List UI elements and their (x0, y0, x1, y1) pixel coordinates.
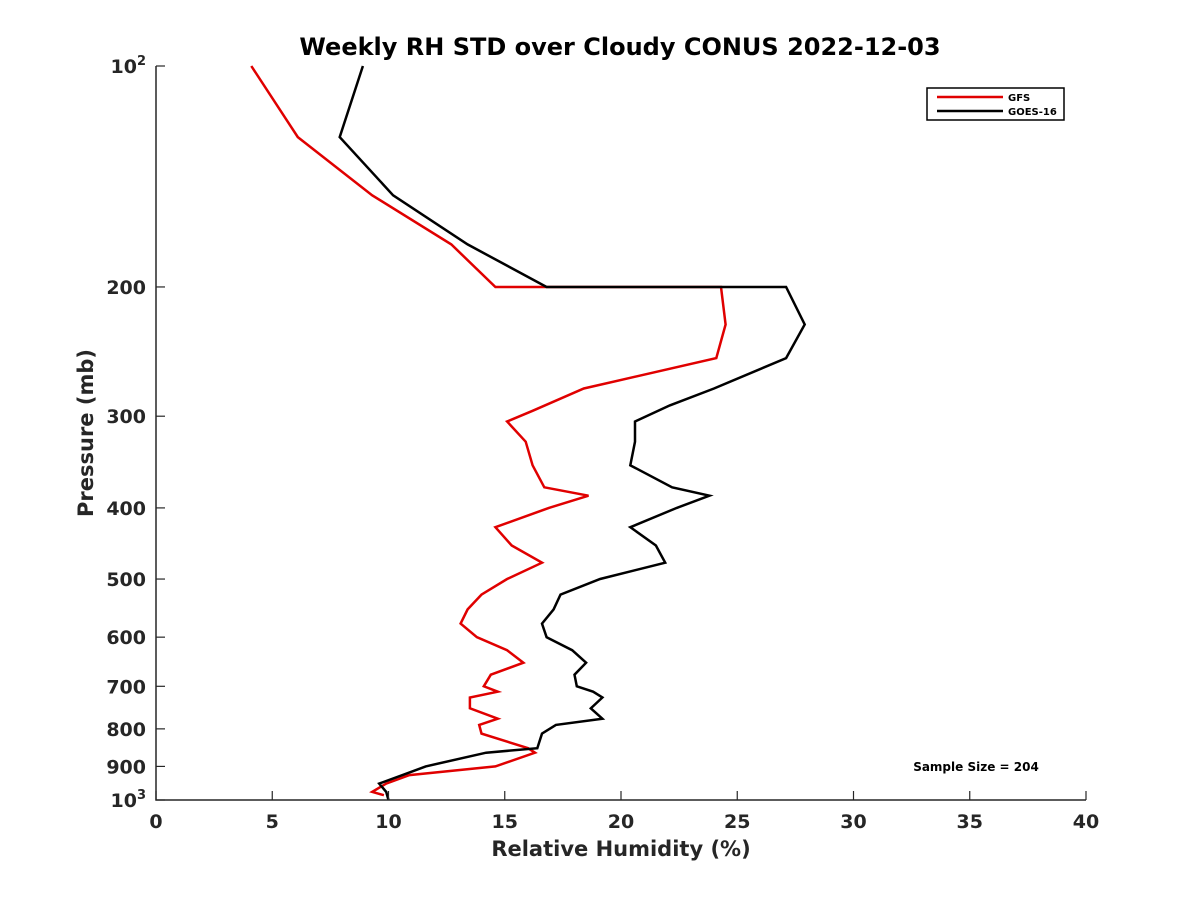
legend-label-gfs: GFS (1008, 93, 1030, 104)
x-tick-label: 20 (608, 811, 634, 833)
legend-label-goes16: GOES-16 (1008, 107, 1057, 118)
x-axis-label: Relative Humidity (%) (491, 837, 750, 861)
y-tick-label: 600 (106, 627, 146, 649)
y-tick-label: 900 (106, 756, 146, 778)
x-tick-label: 35 (957, 811, 983, 833)
y-tick-label: 102 (111, 54, 147, 78)
x-tick-label: 40 (1073, 811, 1099, 833)
legend-box (926, 87, 1065, 121)
chart-title: Weekly RH STD over Cloudy CONUS 2022-12-… (299, 33, 940, 61)
y-axis-label: Pressure (mb) (74, 349, 98, 517)
y-axis: 102 200 300 400 500 600 700 800 900 103 (106, 54, 165, 812)
x-tick-label: 0 (149, 811, 162, 833)
legend: GFS GOES-16 (926, 87, 1065, 121)
x-tick-label: 15 (492, 811, 518, 833)
y-tick-label: 103 (111, 788, 147, 812)
x-tick-label: 25 (724, 811, 750, 833)
x-tick-label: 5 (266, 811, 279, 833)
y-tick-label: 500 (106, 569, 146, 591)
x-axis: 0 5 10 15 20 25 30 35 40 (149, 791, 1099, 833)
x-tick-label: 10 (375, 811, 401, 833)
y-tick-label: 300 (106, 406, 146, 428)
series-line-gfs (250, 65, 727, 797)
y-tick-label: 800 (106, 719, 146, 741)
x-tick-label: 30 (840, 811, 866, 833)
sample-size-annotation: Sample Size = 204 (913, 760, 1039, 774)
plot-axes (155, 66, 1086, 801)
series-layer (250, 65, 807, 801)
y-tick-label: 200 (106, 277, 146, 299)
series-line-goes16 (338, 65, 807, 801)
y-tick-label: 400 (106, 498, 146, 520)
y-tick-label: 700 (106, 676, 146, 698)
